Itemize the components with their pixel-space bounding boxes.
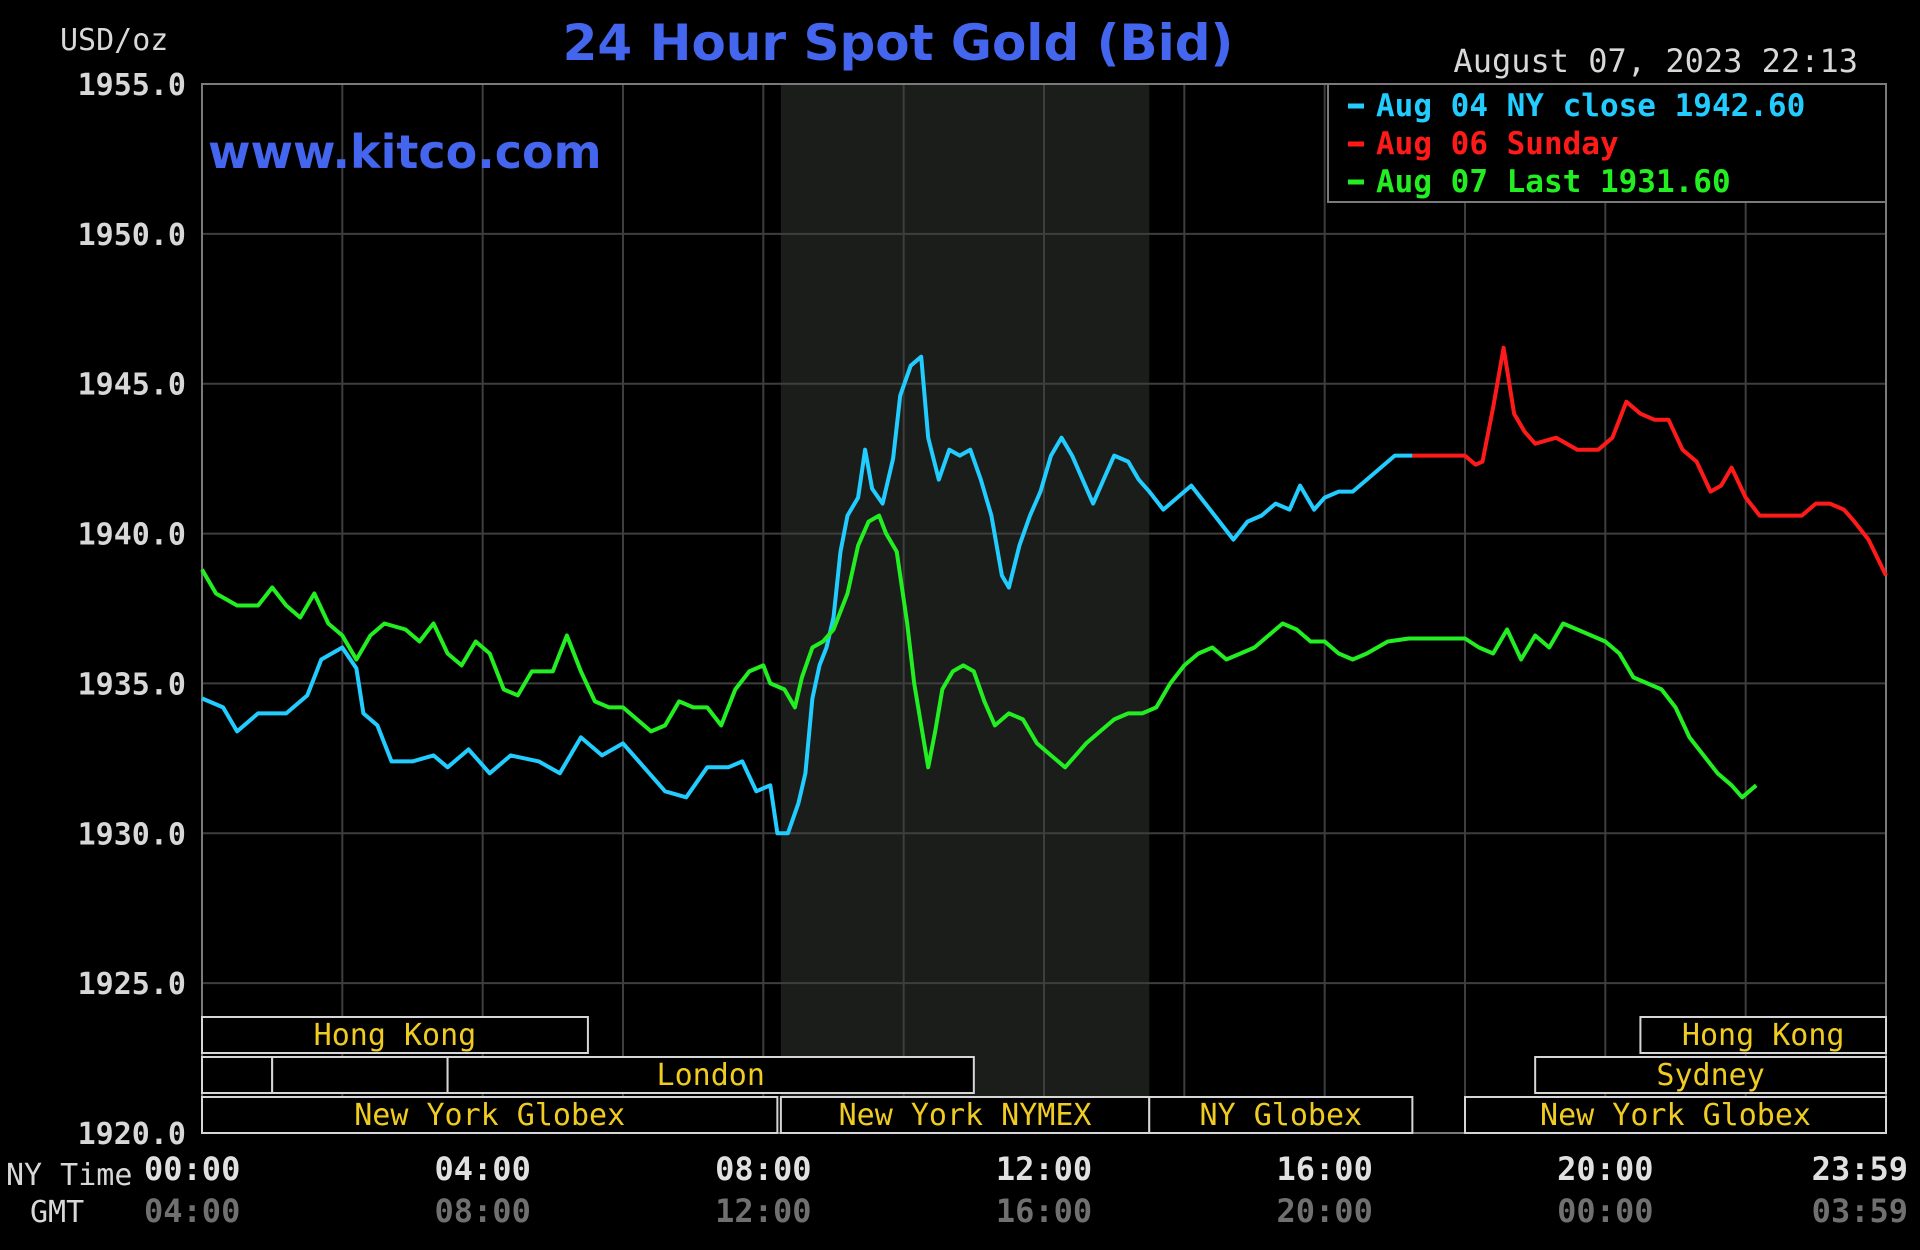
x-tick-label-ny: 04:00: [435, 1150, 531, 1188]
legend-entry: Aug 06 Sunday: [1376, 126, 1619, 162]
session-box: [1534, 1056, 1887, 1094]
session-label: Hong Kong: [1682, 1018, 1845, 1053]
session-label: NY Globex: [1200, 1098, 1363, 1133]
y-tick-labels: 1955.0 1950.0 1945.0 1940.0 1935.0 1930.0 1925…: [78, 68, 186, 1152]
x-tick-label-gmt: 16:00: [996, 1192, 1092, 1230]
x-tick-label-gmt: 08:00: [435, 1192, 531, 1230]
session-box: [271, 1056, 449, 1094]
legend-entry: Aug 04 NY close 1942.60: [1376, 88, 1805, 124]
session-box: [1464, 1096, 1887, 1134]
session-box: [201, 1016, 589, 1054]
y-tick-label: 1955.0: [78, 68, 186, 103]
x-tick-label-ny: 00:00: [144, 1150, 240, 1188]
x-tick-label-gmt: 12:00: [715, 1192, 811, 1230]
session-box: [1148, 1096, 1414, 1134]
session-box: [201, 1096, 779, 1134]
y-tick-label: 1935.0: [78, 667, 186, 702]
y-tick-label: 1920.0: [78, 1117, 186, 1152]
session-box: [1639, 1016, 1887, 1054]
session-label: New York Globex: [1540, 1098, 1811, 1133]
trading-sessions: Hong Kong London New York Globex New York N…: [201, 1016, 1887, 1134]
session-label: Hong Kong: [314, 1018, 477, 1053]
chart-title: 24 Hour Spot Gold (Bid): [563, 14, 1234, 72]
timestamp: August 07, 2023 22:13: [1453, 42, 1858, 80]
x-tick-label-ny: 16:00: [1277, 1150, 1373, 1188]
x-tick-label-ny: 12:00: [996, 1150, 1092, 1188]
session-label: Sydney: [1656, 1058, 1764, 1093]
series-line: [1412, 345, 1888, 577]
ny-time-label: NY Time: [6, 1158, 132, 1193]
watermark-site: www.kitco.com: [208, 125, 602, 179]
x-tick-label-gmt: 04:00: [144, 1192, 240, 1230]
x-tick-label-ny: 20:00: [1557, 1150, 1653, 1188]
gmt-label: GMT: [30, 1195, 84, 1230]
x-tick-label-ny: 08:00: [715, 1150, 811, 1188]
series-line: [201, 354, 1413, 836]
y-tick-label: 1950.0: [78, 218, 186, 253]
y-tick-label: 1945.0: [78, 368, 186, 403]
x-tick-label-gmt: 20:00: [1277, 1192, 1373, 1230]
y-tick-label: 1940.0: [78, 518, 186, 553]
session-box: [201, 1056, 274, 1094]
y-tick-label: 1925.0: [78, 967, 186, 1002]
x-tick-label-ny: 23:59: [1812, 1150, 1908, 1188]
y-axis-unit: USD/oz: [60, 23, 168, 58]
x-tick-labels: 00:00 04:00 04:00 08:00 08:00 12:00 12:00 16:00…: [144, 1150, 1908, 1230]
session-box: [446, 1056, 975, 1094]
session-label: New York NYMEX: [839, 1098, 1092, 1133]
x-tick-label-gmt: 03:59: [1812, 1192, 1908, 1230]
series-lines: [200, 345, 1888, 836]
grid-lines: [202, 84, 1886, 1133]
session-label: London: [657, 1058, 765, 1093]
x-tick-label-gmt: 00:00: [1557, 1192, 1653, 1230]
session-label: New York Globex: [354, 1098, 625, 1133]
legend-box: [1327, 83, 1887, 203]
y-tick-label: 1930.0: [78, 817, 186, 852]
legend-entry: Aug 07 Last 1931.60: [1376, 164, 1731, 200]
session-box: [779, 1096, 1151, 1134]
series-line: [200, 513, 1758, 800]
